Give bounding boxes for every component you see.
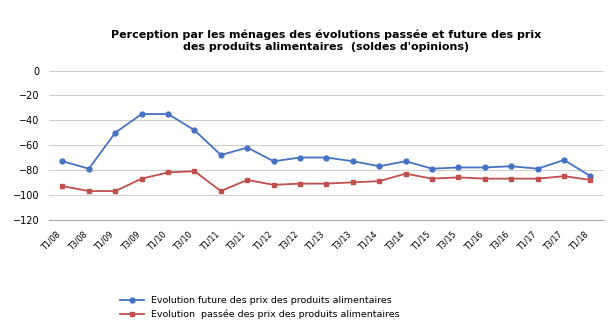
Evolution future des prix des produits alimentaires — [138, 112, 145, 116]
Evolution  passée des prix des produits alimentaires — [349, 181, 357, 184]
Evolution  passée des prix des produits alimentaires — [376, 179, 383, 183]
Evolution future des prix des produits alimentaires — [323, 156, 330, 160]
Evolution future des prix des produits alimentaires — [296, 156, 304, 160]
Line: Evolution future des prix des produits alimentaires: Evolution future des prix des produits a… — [60, 112, 593, 179]
Evolution future des prix des produits alimentaires — [217, 153, 225, 157]
Evolution  passée des prix des produits alimentaires — [323, 182, 330, 185]
Evolution future des prix des produits alimentaires — [376, 164, 383, 168]
Evolution future des prix des produits alimentaires — [481, 165, 488, 169]
Evolution  passée des prix des produits alimentaires — [85, 189, 92, 193]
Evolution  passée des prix des produits alimentaires — [481, 177, 488, 181]
Evolution future des prix des produits alimentaires — [191, 128, 198, 132]
Evolution future des prix des produits alimentaires — [85, 167, 92, 171]
Evolution  passée des prix des produits alimentaires — [296, 182, 304, 185]
Evolution  passée des prix des produits alimentaires — [508, 177, 515, 181]
Evolution  passée des prix des produits alimentaires — [138, 177, 145, 181]
Evolution future des prix des produits alimentaires — [402, 159, 410, 163]
Evolution  passée des prix des produits alimentaires — [534, 177, 541, 181]
Evolution  passée des prix des produits alimentaires — [164, 171, 172, 174]
Evolution future des prix des produits alimentaires — [455, 165, 462, 169]
Evolution future des prix des produits alimentaires — [349, 159, 357, 163]
Evolution future des prix des produits alimentaires — [111, 131, 119, 135]
Evolution future des prix des produits alimentaires — [561, 158, 568, 162]
Evolution future des prix des produits alimentaires — [270, 159, 277, 163]
Evolution  passée des prix des produits alimentaires — [428, 177, 436, 181]
Evolution  passée des prix des produits alimentaires — [587, 178, 594, 182]
Evolution future des prix des produits alimentaires — [243, 146, 251, 150]
Line: Evolution  passée des prix des produits alimentaires: Evolution passée des prix des produits a… — [60, 169, 593, 193]
Evolution  passée des prix des produits alimentaires — [402, 172, 410, 176]
Evolution future des prix des produits alimentaires — [428, 167, 436, 171]
Evolution future des prix des produits alimentaires — [164, 112, 172, 116]
Evolution  passée des prix des produits alimentaires — [243, 178, 251, 182]
Evolution  passée des prix des produits alimentaires — [455, 175, 462, 179]
Evolution  passée des prix des produits alimentaires — [59, 184, 66, 188]
Evolution  passée des prix des produits alimentaires — [111, 189, 119, 193]
Evolution  passée des prix des produits alimentaires — [270, 183, 277, 187]
Evolution future des prix des produits alimentaires — [59, 159, 66, 163]
Evolution  passée des prix des produits alimentaires — [217, 189, 225, 193]
Evolution  passée des prix des produits alimentaires — [561, 174, 568, 178]
Evolution  passée des prix des produits alimentaires — [191, 169, 198, 173]
Legend: Evolution future des prix des produits alimentaires, Evolution  passée des prix : Evolution future des prix des produits a… — [116, 292, 403, 323]
Evolution future des prix des produits alimentaires — [587, 174, 594, 178]
Evolution future des prix des produits alimentaires — [508, 164, 515, 168]
Title: Perception par les ménages des évolutions passée et future des prix
des produits: Perception par les ménages des évolution… — [111, 30, 541, 52]
Evolution future des prix des produits alimentaires — [534, 167, 541, 171]
